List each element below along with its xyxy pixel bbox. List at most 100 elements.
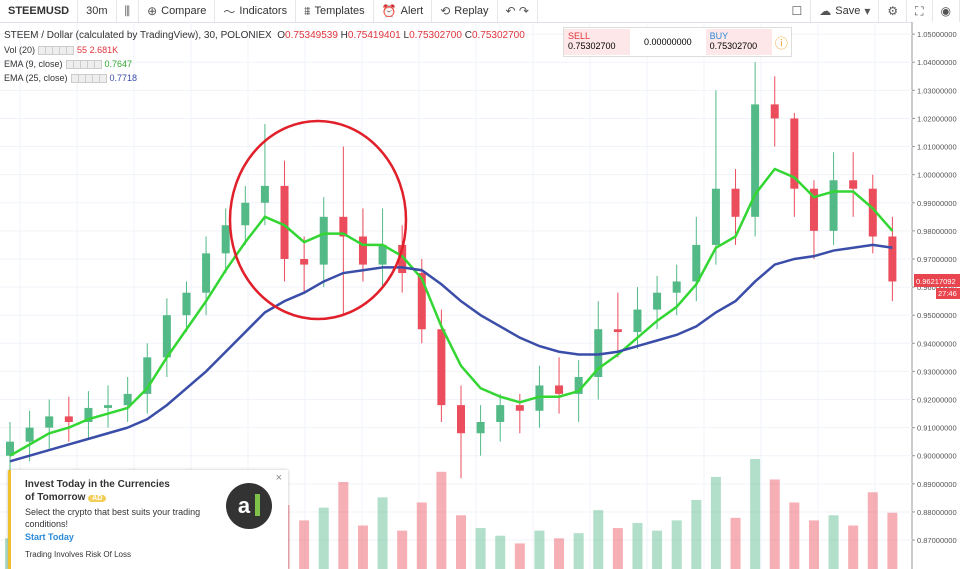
button-text: Compare: [161, 5, 207, 17]
spread: 0.00000000: [644, 37, 692, 47]
y-tick-label: 0.97000000: [917, 255, 957, 264]
compare[interactable]: ⊕ Compare: [139, 0, 216, 22]
ohlc-value: 0.75302700: [471, 30, 525, 41]
volume-bar: [357, 525, 368, 569]
candle-body: [751, 104, 760, 217]
chart-style[interactable]: ⫼: [117, 0, 140, 22]
candle-body: [398, 244, 407, 274]
buy-label: BUY: [709, 31, 729, 41]
volume-bar: [338, 482, 349, 569]
candle-body: [535, 385, 544, 411]
toolbar: STEEMUSD 30m ⫼ ⊕ Compare 〜 Indicators ⩩ Tem…: [0, 0, 960, 23]
ohlc-key: C: [464, 30, 472, 41]
y-tick-label: 0.89000000: [917, 480, 957, 489]
volume-bar: [730, 517, 741, 569]
y-tick-label: 0.93000000: [917, 367, 957, 376]
undo-redo[interactable]: ↶ ↷: [498, 0, 538, 22]
indicator-value: 0.7647: [104, 59, 133, 69]
candle-body: [202, 253, 211, 293]
candle-body: [280, 185, 289, 259]
buy-button[interactable]: BUY 0.75302700: [705, 29, 772, 55]
candle-body: [300, 258, 309, 265]
sell-label: SELL: [568, 31, 591, 41]
volume-bar: [808, 520, 819, 569]
candle-body: [457, 405, 465, 434]
snapshot[interactable]: ◉: [933, 0, 960, 22]
candle-body: [711, 188, 720, 245]
ohlc-key: H: [340, 30, 348, 41]
candle-body: [182, 292, 191, 316]
volume-bar: [710, 476, 721, 569]
candle-body: [123, 393, 132, 406]
y-tick-label: 1.00000000: [917, 171, 957, 180]
ad-headline-row: Invest Today in the Currencies of Tomorr…: [25, 478, 175, 505]
ad-logo: a: [226, 483, 272, 529]
volume-bar: [632, 522, 643, 569]
candle-body: [378, 244, 387, 265]
ohlc-key: L: [403, 30, 410, 41]
candle-body: [6, 441, 14, 456]
info-icon[interactable]: ⓘ: [774, 35, 788, 51]
button-text: Indicators: [239, 5, 288, 17]
trade-widget: SELL 0.75302700 0.00000000 BUY 0.75302700 …: [563, 27, 792, 57]
volume-bar: [416, 502, 427, 569]
volume-bar: [377, 497, 388, 569]
countdown-box: [936, 287, 960, 299]
ad-cta[interactable]: Start Today: [25, 532, 74, 542]
ohlc: O0.75349539 H0.75419401 L0.75302700 C0.7…: [277, 30, 525, 41]
candle-body: [221, 225, 230, 254]
button-text: Templates: [314, 5, 365, 17]
volume-bar: [397, 530, 408, 569]
candle-body: [64, 416, 73, 422]
templates[interactable]: ⩩ Templates: [296, 0, 374, 22]
candle-body: [849, 180, 858, 189]
ad-disclaimer: Trading Involves Risk Of Loss: [25, 550, 131, 559]
indicators[interactable]: 〜 Indicators: [215, 0, 297, 22]
y-tick-label: 0.88000000: [917, 508, 957, 517]
buy-price: 0.75302700: [709, 41, 758, 51]
button-text: Alert: [400, 5, 424, 17]
ad-tag: AD: [88, 495, 107, 502]
alert[interactable]: ⏰ Alert: [374, 0, 433, 22]
candle-body: [672, 281, 681, 293]
candle-body: [653, 292, 662, 310]
ad-text: Select the crypto that best suits your t…: [25, 507, 201, 529]
save[interactable]: ☁ Save ▾: [811, 0, 880, 22]
y-tick-label: 1.01000000: [917, 143, 957, 152]
volume-bar: [554, 538, 565, 569]
indicator-name: EMA (9, close): [4, 59, 63, 69]
volume-bar: [593, 510, 604, 569]
candle-body: [476, 421, 485, 434]
indicator-value: 0.7718: [109, 73, 138, 83]
interval[interactable]: 30m: [78, 0, 117, 22]
last-price: 0.96217092: [916, 277, 956, 286]
y-tick-label: 0.92000000: [917, 396, 957, 405]
sell-button[interactable]: SELL 0.75302700: [564, 29, 631, 55]
fullscreen[interactable]: ⛶: [907, 0, 933, 22]
y-tick-label: 0.90000000: [917, 452, 957, 461]
volume-bar: [299, 520, 310, 569]
ohlc-key: O: [277, 30, 286, 41]
volume-bar: [887, 512, 898, 569]
volume-bar: [769, 479, 780, 569]
ohlc-value: 0.75419401: [347, 30, 401, 41]
symbol[interactable]: STEEMUSD: [0, 0, 79, 22]
ad-close[interactable]: ×: [275, 472, 282, 484]
settings[interactable]: ⚙: [879, 0, 908, 22]
replay[interactable]: ⟲ Replay: [432, 0, 498, 22]
candle-body: [45, 416, 54, 428]
last-price-box: [914, 273, 960, 287]
sell-price: 0.75302700: [568, 41, 616, 51]
candle-body: [241, 202, 250, 226]
ad-banner: Invest Today in the Currencies of Tomorr…: [8, 470, 288, 569]
y-tick-label: 0.98000000: [917, 227, 957, 236]
layout[interactable]: ☐: [783, 0, 812, 22]
ad-headline: Invest Today in the Currencies of Tomorr…: [25, 479, 170, 503]
candle-body: [358, 236, 367, 265]
volume-bar: [514, 543, 525, 569]
candle-body: [84, 407, 93, 422]
volume-bar: [848, 525, 859, 569]
candle-body: [594, 329, 603, 378]
volume-bar: [456, 515, 466, 569]
